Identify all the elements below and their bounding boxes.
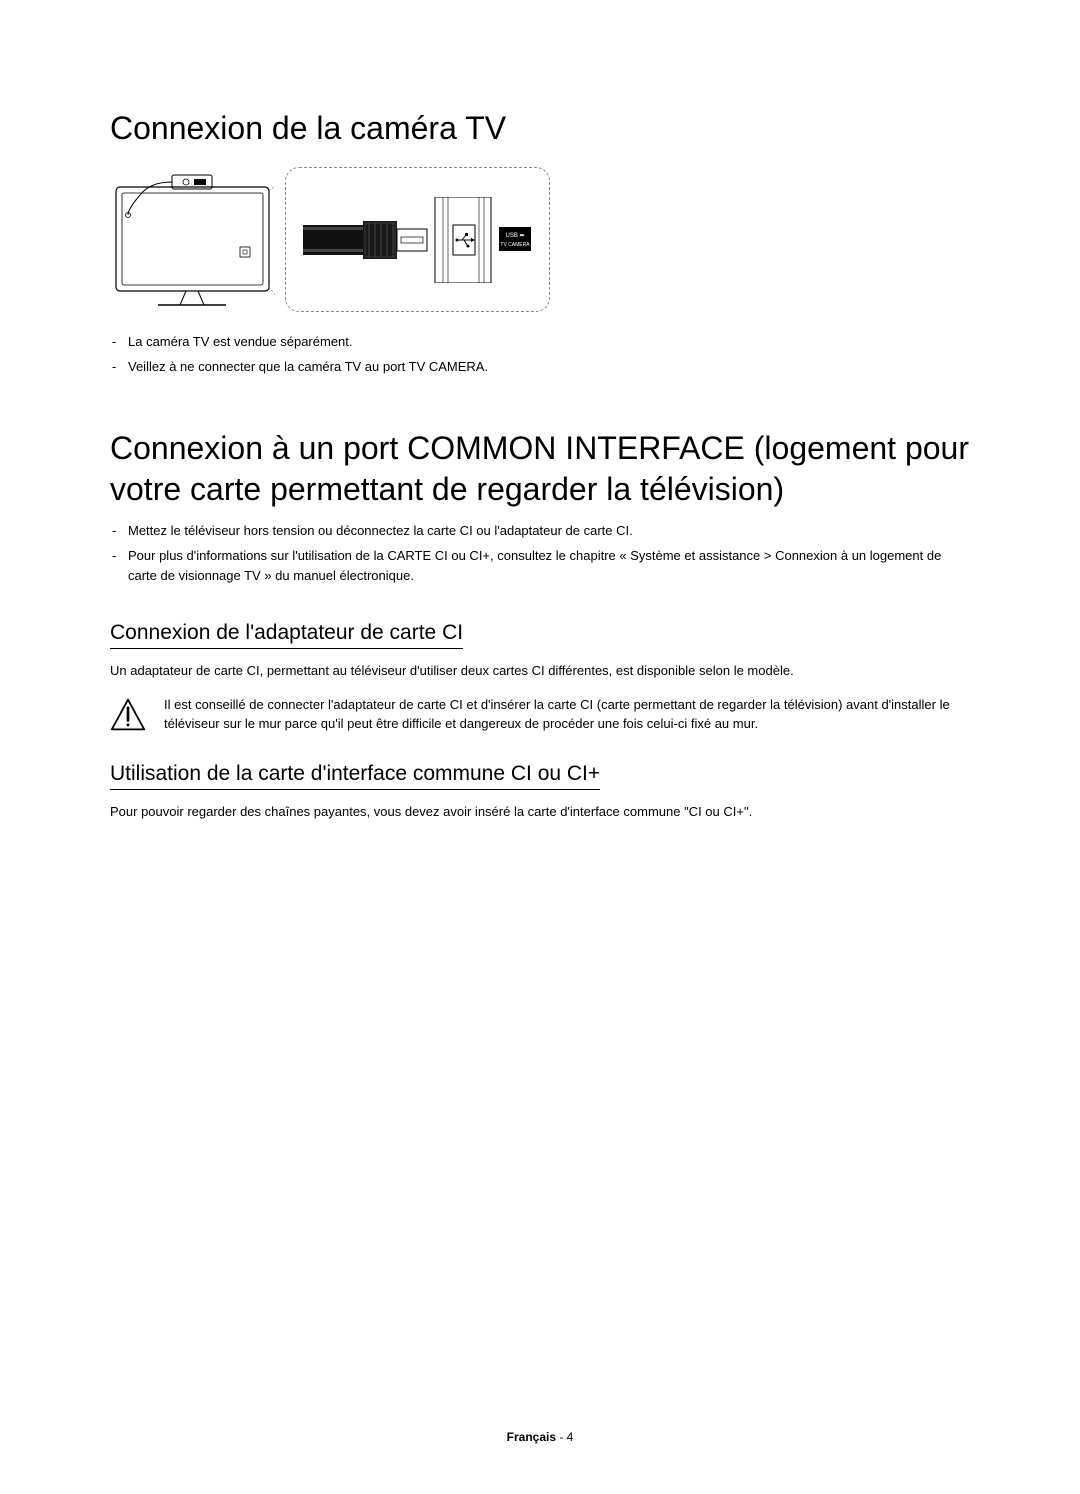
- ci-notes: Mettez le téléviseur hors tension ou déc…: [110, 521, 970, 587]
- port-label-text: TV CAMERA: [500, 242, 530, 248]
- tv-illustration: [110, 167, 275, 312]
- usb-callout: USB ⬌ TV CAMERA: [285, 167, 550, 312]
- ci-note-1: Mettez le téléviseur hors tension ou déc…: [128, 521, 970, 542]
- section-ci-title: Connexion à un port COMMON INTERFACE (lo…: [110, 428, 970, 511]
- section-camera-title: Connexion de la caméra TV: [110, 110, 970, 147]
- footer-lang: Français: [507, 1430, 556, 1444]
- camera-note-2: Veillez à ne connecter que la caméra TV …: [128, 357, 970, 378]
- camera-notes: La caméra TV est vendue séparément. Veil…: [110, 332, 970, 378]
- subsection-ci-card: Utilisation de la carte d'interface comm…: [110, 762, 970, 822]
- ci-card-body: Pour pouvoir regarder des chaînes payant…: [110, 802, 970, 822]
- camera-note-1: La caméra TV est vendue séparément.: [128, 332, 970, 353]
- page-footer: Français - 4: [0, 1430, 1080, 1444]
- usb-connector-illustration: USB ⬌ TV CAMERA: [303, 197, 533, 283]
- section-ci: Connexion à un port COMMON INTERFACE (lo…: [110, 428, 970, 822]
- ci-note-2: Pour plus d'informations sur l'utilisati…: [128, 546, 970, 588]
- footer-page: 4: [567, 1430, 574, 1444]
- ci-adapter-warning: Il est conseillé de connecter l'adaptate…: [110, 695, 970, 734]
- camera-diagram: USB ⬌ TV CAMERA: [110, 167, 970, 312]
- ci-adapter-warning-text: Il est conseillé de connecter l'adaptate…: [164, 695, 970, 734]
- subsection-ci-adapter: Connexion de l'adaptateur de carte CI Un…: [110, 621, 970, 734]
- ci-adapter-title: Connexion de l'adaptateur de carte CI: [110, 621, 463, 649]
- ci-adapter-body: Un adaptateur de carte CI, permettant au…: [110, 661, 970, 681]
- section-camera: Connexion de la caméra TV: [110, 110, 970, 378]
- warning-icon: [110, 697, 146, 733]
- ci-card-title: Utilisation de la carte d'interface comm…: [110, 762, 600, 790]
- footer-sep: -: [556, 1430, 567, 1444]
- usb-label-text: USB ⬌: [505, 233, 524, 239]
